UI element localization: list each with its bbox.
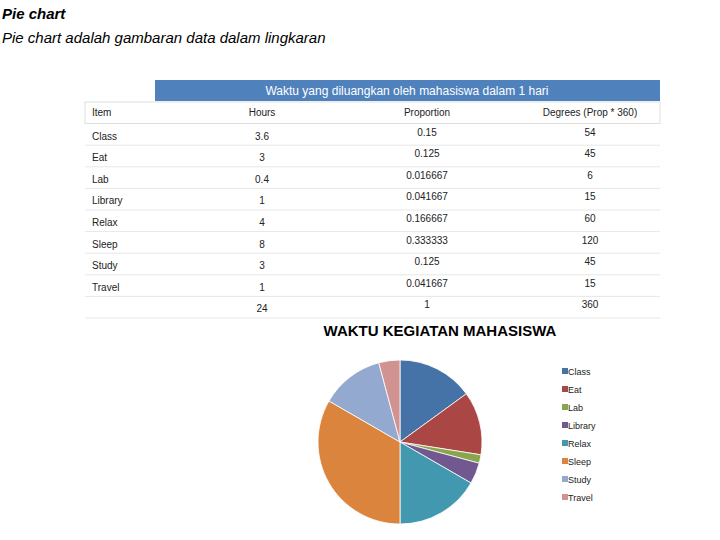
- table-cell: Relax: [92, 217, 118, 228]
- table-title-bar: [155, 80, 660, 101]
- table-cell: 0.15: [417, 127, 437, 138]
- row-line: [85, 296, 660, 297]
- table-cell: Eat: [92, 152, 107, 163]
- pie: [318, 360, 482, 524]
- row-line: [85, 145, 660, 146]
- row-line: [85, 253, 660, 254]
- table-cell: Study: [92, 260, 118, 271]
- column-header: Degrees (Prop * 360): [543, 107, 638, 118]
- table-cell: 1: [424, 299, 430, 310]
- table-cell: 0.041667: [406, 278, 448, 289]
- table-cell: 3: [259, 152, 265, 163]
- table: Waktu yang diluangkan oleh mahasiswa dal…: [85, 80, 660, 318]
- table-cell: Library: [92, 195, 123, 206]
- row-line: [85, 210, 660, 211]
- table-cell: 3: [259, 260, 265, 271]
- table-cell: 360: [582, 299, 599, 310]
- legend-label: Library: [568, 421, 596, 431]
- table-cell: 0.333333: [406, 235, 448, 246]
- table-cell: Sleep: [92, 239, 118, 250]
- table-cell: 15: [584, 191, 596, 202]
- table-cell: 45: [584, 256, 596, 267]
- legend: Class Eat Lab Library Relax Sleep Study Travel: [562, 367, 596, 503]
- row-line: [85, 274, 660, 275]
- table-cell: 1: [259, 195, 265, 206]
- table-cell: 6: [587, 170, 593, 181]
- legend-label: Travel: [568, 493, 593, 503]
- table-cell: 0.016667: [406, 170, 448, 181]
- table-cell: 0.166667: [406, 213, 448, 224]
- legend-label: Class: [568, 367, 591, 377]
- pie-slice: [400, 442, 471, 524]
- legend-label: Sleep: [568, 457, 591, 467]
- column-header: Proportion: [404, 107, 450, 118]
- table-cell: 0.4: [255, 174, 269, 185]
- table-cell: 1: [259, 282, 265, 293]
- page: Pie chart Pie chart adalah gambaran data …: [0, 0, 720, 540]
- table-cell: Travel: [92, 282, 119, 293]
- table-cell: 120: [582, 235, 599, 246]
- row-line: [85, 231, 660, 232]
- table-cell: 54: [584, 127, 596, 138]
- table-cell: 45: [584, 148, 596, 159]
- legend-label: Eat: [568, 385, 582, 395]
- table-cell: Class: [92, 131, 117, 142]
- table-cell: 4: [259, 217, 265, 228]
- column-header: Hours: [249, 107, 276, 118]
- column-header-row: [85, 102, 660, 124]
- row-line: [85, 318, 660, 319]
- table-cell: 60: [584, 213, 596, 224]
- chart-title: WAKTU KEGIATAN MAHASISWA: [324, 322, 557, 339]
- page-subtitle: Pie chart adalah gambaran data dalam lin…: [2, 29, 326, 46]
- table-cell: 15: [584, 278, 596, 289]
- table-cell: Lab: [92, 174, 109, 185]
- row-line: [85, 188, 660, 189]
- table-cell: 0.125: [414, 148, 439, 159]
- legend-label: Study: [568, 475, 592, 485]
- table-cell: 0.041667: [406, 191, 448, 202]
- legend-label: Lab: [568, 403, 583, 413]
- table-cell: 0.125: [414, 256, 439, 267]
- row-line: [85, 166, 660, 167]
- table-cell: 24: [256, 303, 268, 314]
- table-cell: 8: [259, 239, 265, 250]
- page-title: Pie chart: [2, 5, 66, 22]
- table-cell: 3.6: [255, 131, 269, 142]
- table-title: Waktu yang diluangkan oleh mahasiswa dal…: [265, 84, 548, 98]
- pie-slice: [379, 360, 400, 442]
- legend-label: Relax: [568, 439, 592, 449]
- column-header: Item: [92, 107, 111, 118]
